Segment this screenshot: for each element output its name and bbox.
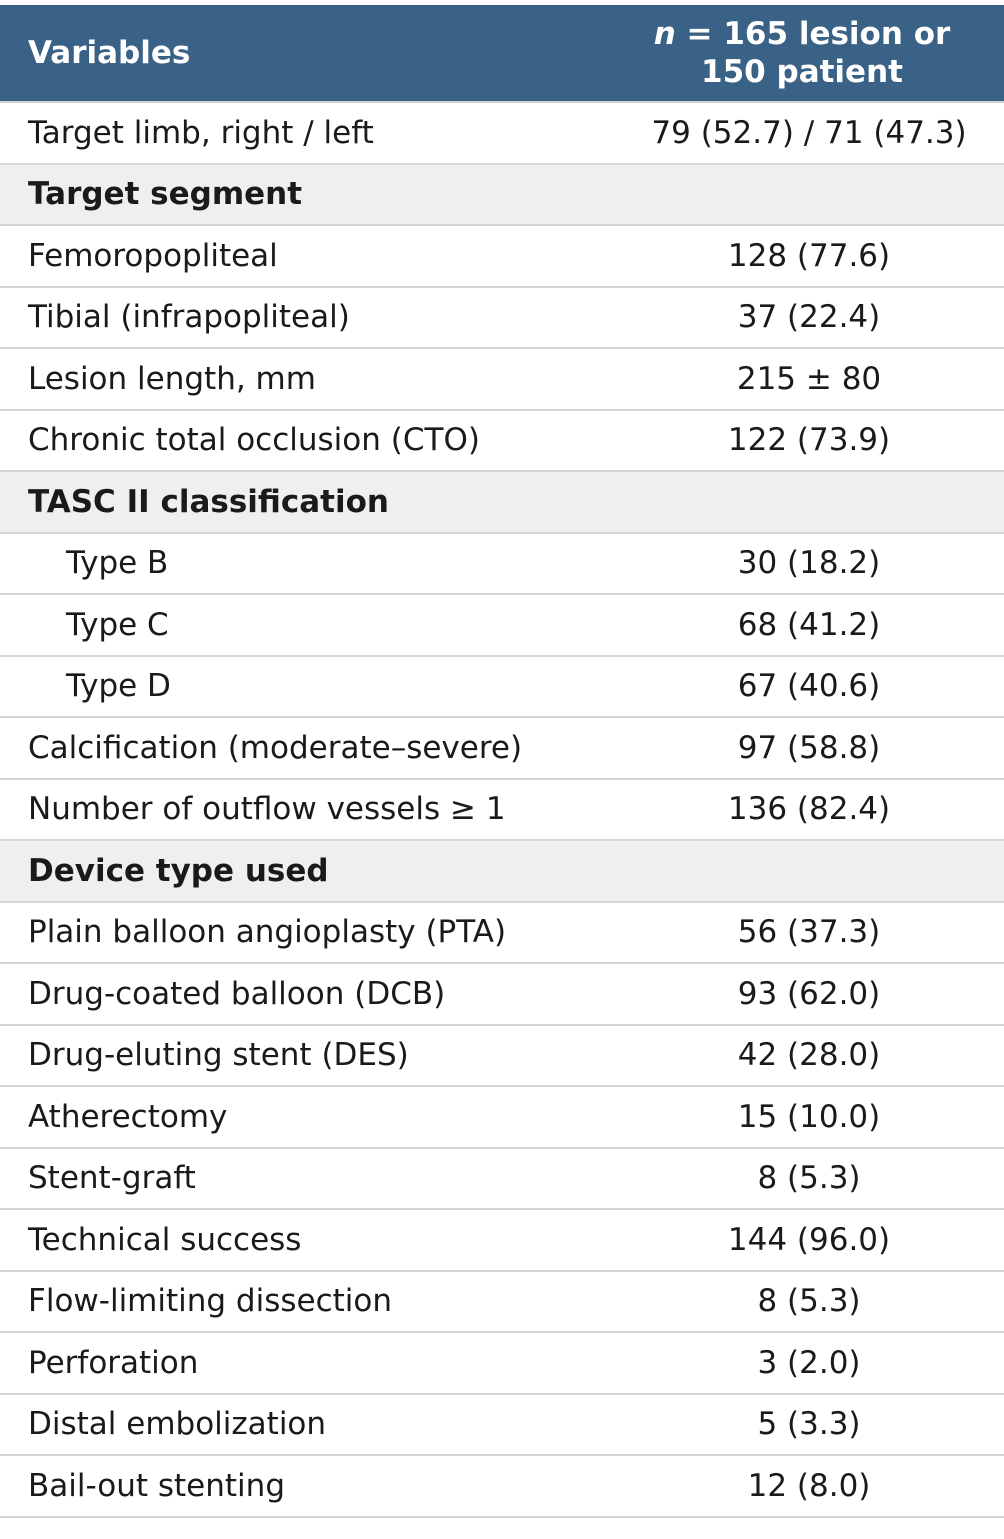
row-value: 97 (58.8) [737,729,881,766]
row-value: 12 (8.0) [747,1467,871,1504]
row-label: Plain balloon angioplasty (PTA) [28,914,507,951]
top-rule [0,0,1004,5]
row-label: Number of outflow vessels ≥ 1 [28,791,506,828]
table-row: Drug-eluting stent (DES) 42 (28.0) [0,1026,1004,1087]
table-row: Stent-graft 8 (5.3) [0,1149,1004,1210]
row-label: Femoropopliteal [28,237,278,274]
section-header-row: Device type used [0,841,1004,903]
table-row: Drug-coated balloon (DCB) 93 (62.0) [0,964,1004,1026]
row-value: 5 (3.3) [757,1406,861,1443]
header-sample-size-line1: = 165 lesion or [675,16,951,52]
row-label: Stent-graft [28,1160,196,1197]
row-value: 30 (18.2) [737,545,881,582]
row-label: Type C [66,606,169,643]
header-variables: Variables [28,35,191,71]
header-sample-size: n = 165 lesion or 150 patient [600,15,1004,91]
table-row: Distal embolization 5 (3.3) [0,1395,1004,1456]
table-row: Technical success 144 (96.0) [0,1210,1004,1272]
row-value: 15 (10.0) [737,1098,881,1135]
section-header-row: Target segment [0,164,1004,226]
row-label: Tibial (infrapopliteal) [28,299,350,336]
row-label: Type B [66,545,169,582]
row-value: 144 (96.0) [727,1221,891,1258]
table-row: Chronic total occlusion (CTO) 122 (73.9) [0,411,1004,472]
row-label: Technical success [28,1221,302,1258]
table-row: Lesion length, mm 215 ± 80 [0,349,1004,411]
table-row: Perforation 3 (2.0) [0,1333,1004,1395]
row-value: 67 (40.6) [737,668,881,705]
row-value: 3 (2.0) [757,1344,861,1381]
row-label: Distal embolization [28,1406,327,1443]
table-row: Number of outflow vessels ≥ 1 136 (82.4) [0,780,1004,841]
section-label: Device type used [28,852,329,889]
table-body: Target limb, right / left 79 (52.7) / 71 … [0,103,1004,1518]
header-n-symbol: n [653,16,676,52]
row-label: Lesion length, mm [28,360,316,397]
row-label: Drug-eluting stent (DES) [28,1037,409,1074]
table-row: Bail-out stenting 12 (8.0) [0,1456,1004,1518]
table-row: Type B 30 (18.2) [0,534,1004,595]
section-header-row: TASC II classification [0,472,1004,534]
row-label: Perforation [28,1344,199,1381]
row-label: Flow-limiting dissection [28,1283,393,1320]
table-row: Atherectomy 15 (10.0) [0,1087,1004,1149]
row-label: Chronic total occlusion (CTO) [28,422,480,459]
section-label: TASC II classification [28,483,389,520]
table-row: Plain balloon angioplasty (PTA) 56 (37.3) [0,903,1004,964]
row-value: 8 (5.3) [757,1160,861,1197]
row-label: Atherectomy [28,1098,228,1135]
table-row: Type C 68 (41.2) [0,595,1004,657]
row-label: Calcification (moderate–severe) [28,729,523,766]
row-value: 56 (37.3) [737,914,881,951]
row-value: 68 (41.2) [737,606,881,643]
row-value: 8 (5.3) [757,1283,861,1320]
row-value: 215 ± 80 [736,360,882,397]
row-label: Type D [66,668,171,705]
row-label: Drug-coated balloon (DCB) [28,975,446,1012]
row-value: 122 (73.9) [727,422,891,459]
table-row: Calcification (moderate–severe) 97 (58.8) [0,718,1004,780]
table-row: Femoropopliteal 128 (77.6) [0,226,1004,288]
table-row: Target limb, right / left 79 (52.7) / 71 … [0,103,1004,165]
row-label: Bail-out stenting [28,1467,285,1504]
row-value: 128 (77.6) [727,237,891,274]
row-value: 37 (22.4) [737,299,881,336]
row-value: 42 (28.0) [737,1037,881,1074]
section-label: Target segment [28,176,303,213]
header-sample-size-line2: 150 patient [701,54,903,90]
row-value: 79 (52.7) / 71 (47.3) [651,114,967,151]
table-header: Variables n = 165 lesion or 150 patient [0,5,1004,103]
table-row: Type D 67 (40.6) [0,657,1004,718]
row-value: 93 (62.0) [737,975,881,1012]
row-value: 136 (82.4) [727,791,891,828]
table-row: Tibial (infrapopliteal) 37 (22.4) [0,288,1004,349]
table-row: Flow-limiting dissection 8 (5.3) [0,1272,1004,1333]
row-label: Target limb, right / left [28,114,374,151]
